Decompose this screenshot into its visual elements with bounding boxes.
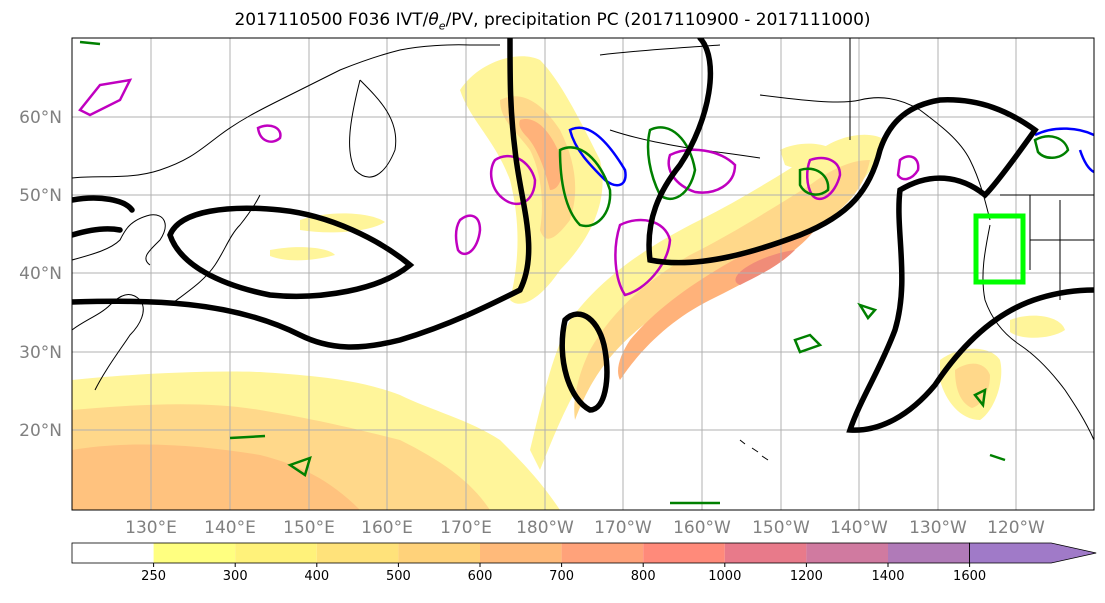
pv-contours (78, 40, 1094, 505)
pv-green-2 (646, 126, 697, 201)
lon-label-120w: 120°W (987, 518, 1045, 538)
theta-e-contour-japan-loop (167, 205, 415, 299)
map-frame (71, 37, 1095, 511)
coast-hawaii (739, 439, 769, 461)
ivt-patch-bay (780, 143, 840, 169)
colorbar-tick-label: 1600 (953, 569, 986, 584)
colorbar-segment (561, 543, 644, 563)
colorbar-segment (316, 543, 399, 563)
ivt-patch-east-pacific-inner (955, 363, 990, 408)
lat-label-60: 60°N (19, 108, 62, 128)
colorbar-segment (806, 543, 888, 563)
map-title: 2017110500 F036 IVT/θe/PV, precipitation… (0, 10, 1105, 32)
pv-green-11 (79, 40, 101, 46)
lat-label-20: 20°N (19, 421, 62, 441)
ivt-river-peak (735, 250, 795, 285)
ivt-tropical-band-inner (72, 444, 360, 510)
coast-kamchatka (349, 79, 397, 178)
pv-green-6 (287, 456, 312, 477)
coast-asia (72, 44, 500, 179)
lon-label-170e: 170°E (440, 518, 492, 538)
pv-magenta-1 (78, 78, 133, 117)
pv-magenta-3 (454, 214, 482, 256)
theta-e-contours (72, 38, 1094, 433)
ivt-shading (72, 56, 1065, 510)
map-plot-area (72, 38, 1094, 510)
colorbar-tick-label: 700 (549, 569, 574, 584)
ivt-north-branch-inner (519, 119, 562, 190)
colorbar-tick-label: 1200 (790, 569, 823, 584)
ivt-north-branch-outer (460, 56, 603, 304)
pv-blue-2 (1034, 127, 1094, 174)
title-main: 2017110500 F036 IVT/ (234, 10, 429, 30)
title-theta: θ (428, 10, 439, 30)
coast-korea (72, 214, 166, 266)
pv-green-1 (558, 146, 612, 228)
theta-e-contour-north-wave (646, 38, 1094, 433)
pv-green-8 (229, 434, 266, 440)
theta-e-contour-mid-loop (559, 311, 610, 413)
lon-label-170w: 170°W (594, 518, 652, 538)
colorbar-segment (72, 543, 154, 563)
colorbar-segment (724, 543, 807, 563)
lon-label-150e: 150°E (283, 518, 335, 538)
pv-green-4 (1033, 135, 1070, 159)
lat-label-40: 40°N (19, 264, 62, 284)
pv-blue-1 (568, 126, 627, 187)
pv-green-12 (989, 453, 1006, 462)
colorbar-segment (153, 543, 236, 563)
colorbar-tick-label: 250 (141, 569, 166, 584)
theta-e-contour-south-arc (72, 38, 532, 350)
lon-label-160w: 160°W (673, 518, 731, 538)
colorbar-tick-label: 500 (386, 569, 411, 584)
lon-label-160e: 160°E (361, 518, 413, 538)
colorbar-tick-label: 800 (631, 569, 656, 584)
state-borders (1029, 195, 1094, 300)
lon-label-180w: 180°W (516, 518, 574, 538)
colorbar-tick-label: 1400 (871, 569, 904, 584)
latitude-labels: 60°N 50°N 40°N 30°N 20°N (19, 108, 62, 441)
lat-label-30: 30°N (19, 343, 62, 363)
colorbar-tick-label: 600 (468, 569, 493, 584)
pv-magenta-8 (256, 124, 282, 143)
border-canada-us (849, 38, 1094, 196)
pv-magenta-6 (806, 156, 842, 201)
colorbar-segment (643, 543, 725, 563)
lon-label-130e: 130°E (125, 518, 177, 538)
lon-label-150w: 150°W (752, 518, 810, 538)
colorbar-segment (235, 543, 317, 563)
pv-green-5 (793, 333, 823, 354)
pv-green-3 (798, 167, 830, 196)
lon-label-140w: 140°W (830, 518, 888, 538)
ivt-patch-japan-2 (270, 247, 335, 261)
ivt-river-mid (574, 160, 870, 420)
theta-e-contour-west (72, 195, 135, 238)
colorbar-tick-label: 300 (223, 569, 248, 584)
ivt-north-branch-mid (500, 96, 576, 239)
coast-north-america (982, 224, 1094, 441)
colorbar-segment (888, 543, 970, 563)
pv-green-9 (857, 302, 878, 321)
longitude-labels: 130°E 140°E 150°E 160°E 170°E 180°W 170°… (125, 518, 1045, 538)
pv-green-10 (973, 387, 987, 409)
colorbar-tick-label: 400 (304, 569, 329, 584)
colorbar-segment (398, 543, 480, 563)
ivt-patch-baja (1010, 315, 1065, 338)
title-theta-subscript: e (438, 19, 446, 33)
colorbar-outline (71, 542, 970, 564)
lon-label-140e: 140°E (204, 518, 256, 538)
lat-label-50: 50°N (19, 186, 62, 206)
colorbar-extend-arrow (969, 542, 1097, 564)
pv-magenta-7 (896, 155, 920, 181)
lon-label-130w: 130°W (909, 518, 967, 538)
title-rest: /PV, precipitation PC (2017110900 - 2017… (445, 10, 871, 30)
colorbar-tick-label: 1000 (708, 569, 741, 584)
target-region-box (973, 213, 1026, 285)
colorbar: 250 300 400 500 600 700 800 1000 1200 1400 1600 (71, 542, 1097, 584)
colorbar-segment (480, 543, 562, 563)
